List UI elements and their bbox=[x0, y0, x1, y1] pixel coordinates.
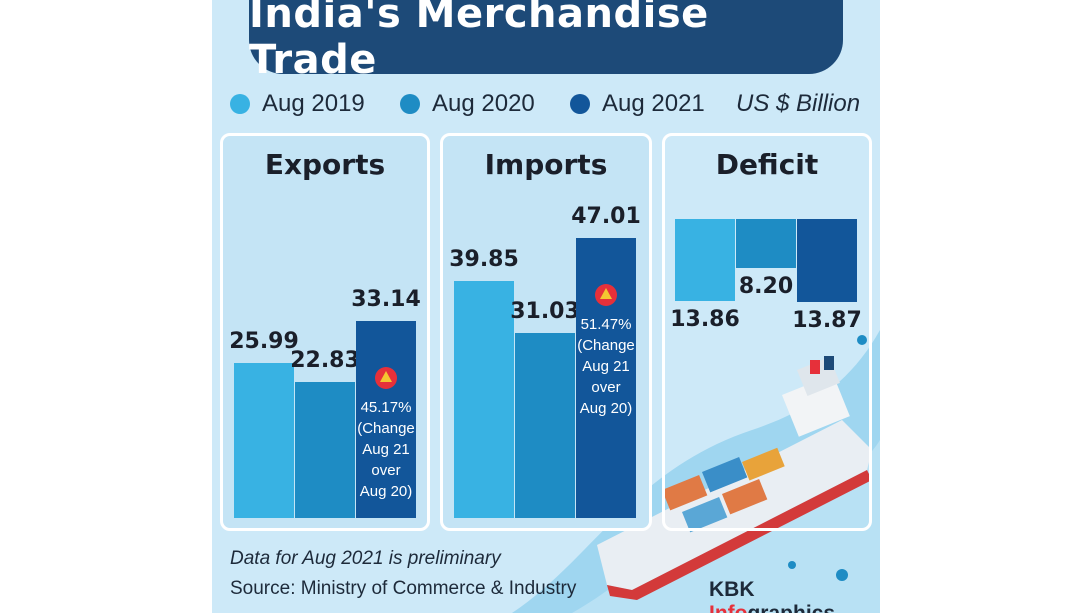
legend-swatch bbox=[230, 94, 250, 114]
legend-label: Aug 2019 bbox=[262, 90, 365, 117]
data-label: 22.83 bbox=[290, 348, 360, 374]
change-note-line: Aug 21 bbox=[582, 358, 630, 376]
bar bbox=[515, 333, 575, 518]
data-label: 47.01 bbox=[571, 204, 641, 230]
panel-title-exports: Exports bbox=[264, 148, 386, 181]
change-note-line: (Change bbox=[357, 419, 415, 437]
credit-prefix: KBK bbox=[709, 578, 755, 601]
change-note-line: Aug 20) bbox=[579, 400, 633, 418]
legend-swatch bbox=[570, 94, 590, 114]
change-note-line: (Change bbox=[577, 337, 635, 355]
bar bbox=[454, 280, 514, 518]
credit-label: KBK Infographics bbox=[709, 578, 880, 613]
legend-item-aug-2020: Aug 2020 bbox=[400, 90, 535, 118]
bar bbox=[797, 219, 857, 302]
bubble-icon bbox=[836, 569, 848, 581]
change-note-line: Aug 21 bbox=[362, 440, 410, 458]
change-note-line: over bbox=[371, 461, 401, 479]
footer-note: Data for Aug 2021 is preliminary bbox=[230, 548, 501, 569]
data-label: 31.03 bbox=[510, 299, 580, 325]
ship-illustration bbox=[512, 330, 880, 613]
credit-suffix: graphics bbox=[747, 602, 835, 613]
legend-item-aug-2021: Aug 2021 bbox=[570, 90, 705, 118]
data-label: 13.86 bbox=[670, 307, 740, 333]
data-label: 13.87 bbox=[792, 307, 862, 333]
bar bbox=[234, 363, 294, 518]
unit-label: US $ Billion bbox=[736, 90, 861, 117]
footer-source: Source: Ministry of Commerce & Industry bbox=[230, 578, 577, 599]
infographic-card: India's Merchandise Trade Aug 2019 Aug 2… bbox=[212, 0, 880, 613]
change-label: 45.17% bbox=[360, 398, 412, 416]
panel-title-imports: Imports bbox=[484, 148, 608, 181]
bar bbox=[295, 382, 355, 518]
change-note-line: over bbox=[591, 379, 621, 397]
legend-swatch bbox=[400, 94, 420, 114]
increase-icon bbox=[375, 366, 397, 389]
panel-title-deficit: Deficit bbox=[715, 148, 819, 181]
ship-icon bbox=[597, 356, 872, 600]
change-note-line: Aug 20) bbox=[359, 482, 413, 500]
legend-label: Aug 2021 bbox=[602, 90, 705, 117]
change-label: 51.47% bbox=[580, 316, 632, 334]
increase-icon bbox=[595, 284, 617, 307]
bar bbox=[736, 219, 796, 268]
data-label: 8.20 bbox=[738, 273, 794, 299]
bubble-icon bbox=[857, 335, 867, 345]
page-title: India's Merchandise Trade bbox=[249, 0, 709, 83]
data-label: 25.99 bbox=[229, 329, 299, 355]
legend-label: Aug 2020 bbox=[432, 90, 535, 117]
data-label: 39.85 bbox=[449, 246, 519, 272]
legend-item-aug-2019: Aug 2019 bbox=[230, 90, 365, 118]
panel-deficit bbox=[662, 133, 872, 531]
bar bbox=[675, 219, 735, 302]
bar bbox=[356, 320, 416, 518]
title-banner: India's Merchandise Trade bbox=[249, 0, 843, 83]
credit-accent: Info bbox=[709, 602, 747, 613]
bubble-icon bbox=[788, 561, 796, 569]
data-label: 33.14 bbox=[351, 286, 421, 312]
